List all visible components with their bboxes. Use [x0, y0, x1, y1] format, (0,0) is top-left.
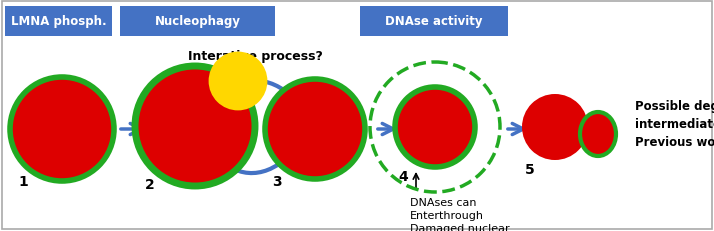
FancyBboxPatch shape [120, 7, 275, 37]
FancyBboxPatch shape [360, 7, 508, 37]
Text: 2: 2 [145, 177, 155, 191]
Text: DNAse activity: DNAse activity [386, 15, 483, 28]
Circle shape [395, 88, 475, 167]
Circle shape [265, 80, 365, 179]
Text: 5: 5 [525, 162, 535, 176]
Text: Nucleophagy: Nucleophagy [154, 15, 241, 28]
Ellipse shape [580, 112, 616, 156]
Text: DNAses can
Enterthrough
Damaged nuclear
lamina: DNAses can Enterthrough Damaged nuclear … [410, 197, 510, 231]
Circle shape [135, 67, 255, 186]
Text: Possible degradation
intermediates based on
Previous work: Possible degradation intermediates based… [635, 100, 714, 149]
Circle shape [522, 94, 588, 160]
Text: 1: 1 [18, 174, 28, 188]
FancyBboxPatch shape [5, 7, 112, 37]
FancyBboxPatch shape [2, 2, 712, 229]
Circle shape [10, 78, 114, 181]
Text: LMNA phosph.: LMNA phosph. [11, 15, 106, 28]
Circle shape [210, 54, 266, 109]
Text: 4: 4 [398, 169, 408, 183]
Text: Interative process?: Interative process? [188, 50, 323, 63]
Text: 3: 3 [272, 174, 281, 188]
